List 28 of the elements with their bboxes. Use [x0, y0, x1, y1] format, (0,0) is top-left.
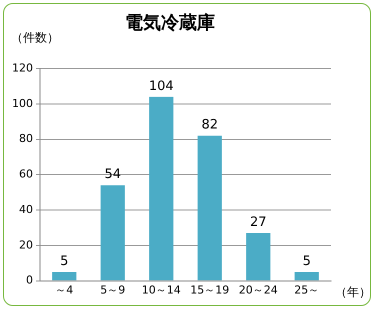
x-tick-label: 5～9: [100, 283, 126, 296]
y-tick-label: 60: [18, 168, 33, 181]
x-axis-title: （年）: [335, 284, 371, 299]
bar: [149, 96, 174, 280]
y-tick-label: 100: [12, 96, 33, 110]
data-label: 5: [302, 254, 311, 269]
y-tick-label: 120: [12, 61, 33, 74]
y-tick-label: 80: [18, 132, 33, 146]
x-tick-label: 25～: [294, 283, 320, 296]
data-label: 54: [104, 167, 122, 182]
y-axis-title: （件数）: [11, 30, 59, 45]
bar: [198, 136, 222, 280]
y-tick-label: 20: [18, 238, 33, 252]
bar: [52, 272, 76, 280]
x-tick-label: ～4: [55, 283, 74, 296]
bar: [246, 233, 270, 280]
x-tick-label: 20～24: [238, 283, 278, 296]
data-label: 104: [148, 78, 174, 94]
bar: [100, 185, 125, 280]
chart-title: 電気冷蔵庫: [125, 12, 215, 34]
data-label: 82: [201, 118, 218, 133]
data-label: 27: [250, 214, 267, 230]
data-label: 5: [60, 254, 68, 269]
x-tick-label: 10～14: [142, 283, 181, 296]
x-tick-label: 15～19: [190, 283, 230, 296]
y-tick-label: 0: [26, 274, 33, 287]
y-tick-label: 40: [18, 202, 33, 216]
bar: [294, 272, 319, 280]
